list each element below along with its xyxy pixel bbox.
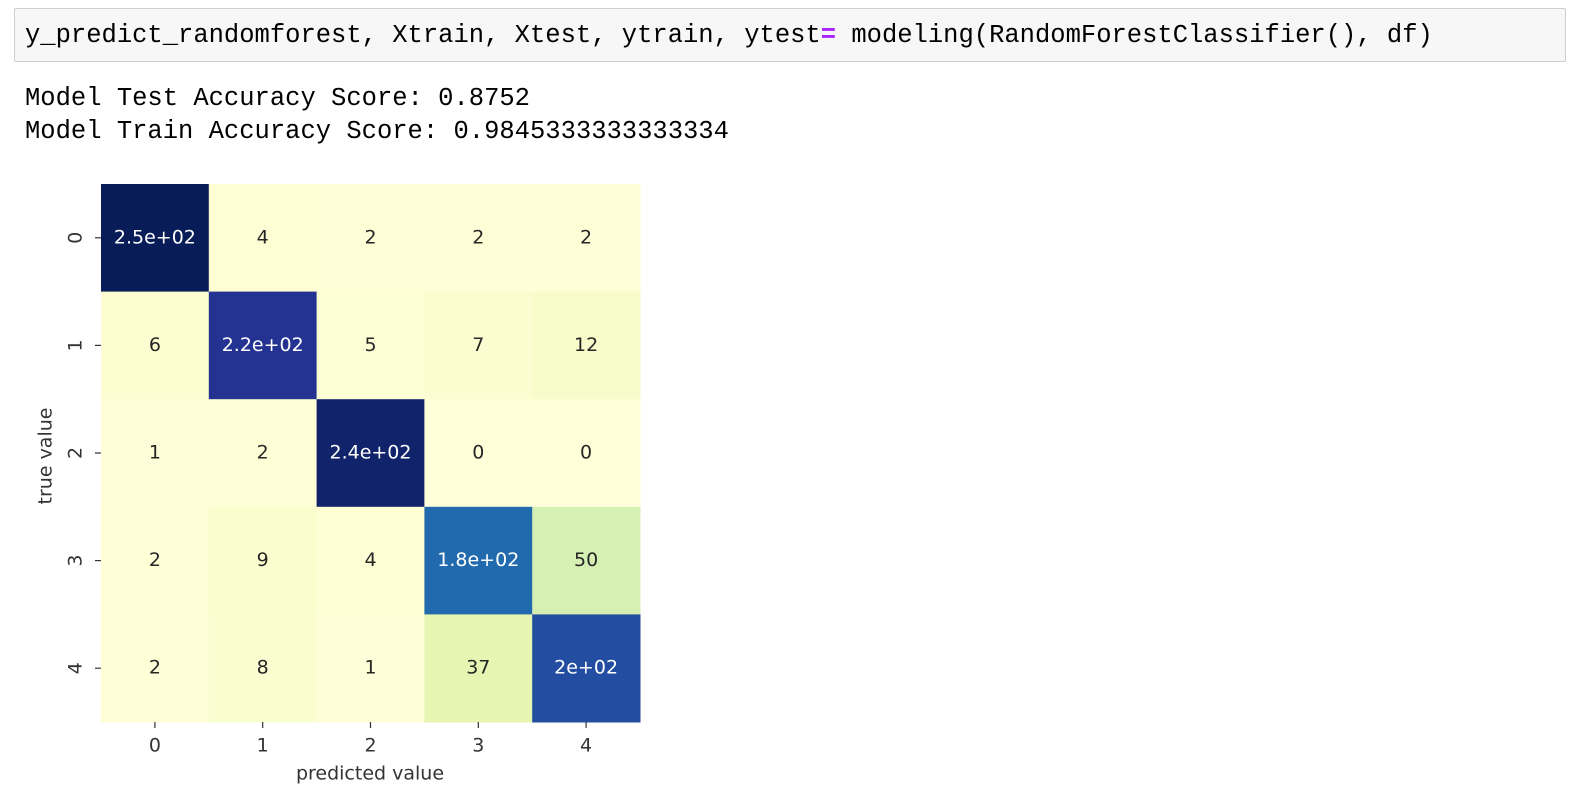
cell-label: 2e+02 xyxy=(554,657,618,679)
heatmap-cell xyxy=(101,399,210,508)
heatmap-cell xyxy=(316,506,425,615)
x-tick-label: 3 xyxy=(472,735,484,757)
cell-label: 5 xyxy=(364,334,376,356)
heatmap-cell xyxy=(532,614,641,723)
heatmap-cell xyxy=(424,614,533,723)
heatmap: predicted value true value 2.5e+02 4 2 2 2 6 2… xyxy=(35,184,641,785)
heatmap-cell xyxy=(101,184,210,293)
cell-label: 50 xyxy=(574,549,598,571)
cell-label: 4 xyxy=(364,549,376,571)
cell-label: 0 xyxy=(580,442,592,464)
heatmap-cell xyxy=(532,506,641,615)
y-tick-label: 0 xyxy=(65,232,87,244)
code-operator: = xyxy=(820,21,837,50)
cell-label: 6 xyxy=(149,334,161,356)
y-tick-label: 2 xyxy=(65,447,87,459)
heatmap-cell xyxy=(424,184,533,293)
cell-label: 12 xyxy=(574,334,598,356)
cell-label: 7 xyxy=(472,334,484,356)
heatmap-cell xyxy=(316,399,425,508)
heatmap-cell xyxy=(424,506,533,615)
cell-label: 2.2e+02 xyxy=(222,334,304,356)
y-tick-label: 1 xyxy=(65,339,87,351)
heatmap-cell xyxy=(208,184,318,293)
output-line: Model Test Accuracy Score: 0.8752 xyxy=(25,84,530,113)
cell-label: 2.5e+02 xyxy=(114,226,196,248)
cell-label: 1.8e+02 xyxy=(437,549,519,571)
x-tick-label: 1 xyxy=(257,735,269,757)
heatmap-cell xyxy=(101,614,210,723)
x-axis-label: predicted value xyxy=(296,763,444,785)
cell-label: 2 xyxy=(364,226,376,248)
heatmap-cell xyxy=(208,399,318,508)
heatmap-cell xyxy=(532,291,641,400)
cell-label: 8 xyxy=(257,657,269,679)
y-tick-label: 3 xyxy=(65,555,87,567)
x-tick-label: 2 xyxy=(364,735,376,757)
x-tick-label: 0 xyxy=(149,735,161,757)
code-cell[interactable]: y_predict_randomforest, Xtrain, Xtest, y… xyxy=(14,8,1566,62)
heatmap-cell xyxy=(316,184,425,293)
cell-label: 2 xyxy=(257,442,269,464)
code-text: modeling(RandomForestClassifier(), df) xyxy=(836,21,1433,50)
output-line: Model Train Accuracy Score: 0.9845333333… xyxy=(25,117,729,146)
cell-label: 2 xyxy=(472,226,484,248)
heatmap-cell xyxy=(208,614,318,723)
cell-label: 2 xyxy=(580,226,592,248)
y-tick-label: 4 xyxy=(65,662,87,674)
cell-label: 4 xyxy=(257,226,269,248)
cell-label: 2 xyxy=(149,549,161,571)
heatmap-cell xyxy=(424,291,533,400)
heatmap-cell xyxy=(316,614,425,723)
y-axis-label: true value xyxy=(35,408,57,505)
cell-label: 1 xyxy=(149,442,161,464)
heatmap-cell xyxy=(208,506,318,615)
heatmap-cell xyxy=(316,291,425,400)
cell-label: 37 xyxy=(466,657,490,679)
heatmap-cell xyxy=(101,291,210,400)
cell-label: 1 xyxy=(364,657,376,679)
cell-label: 9 xyxy=(257,549,269,571)
code: y_predict_randomforest, Xtrain, Xtest, y… xyxy=(25,21,1433,50)
heatmap-cell xyxy=(208,291,318,400)
x-tick-label: 4 xyxy=(580,735,592,757)
code-text: y_predict_randomforest, Xtrain, Xtest, y… xyxy=(25,21,821,50)
heatmap-cell xyxy=(532,184,641,293)
heatmap-cell xyxy=(532,399,641,508)
cell-label: 2 xyxy=(149,657,161,679)
heatmap-cell xyxy=(101,506,210,615)
cell-label: 2.4e+02 xyxy=(329,442,411,464)
cell-label: 0 xyxy=(472,442,484,464)
heatmap-cell xyxy=(424,399,533,508)
